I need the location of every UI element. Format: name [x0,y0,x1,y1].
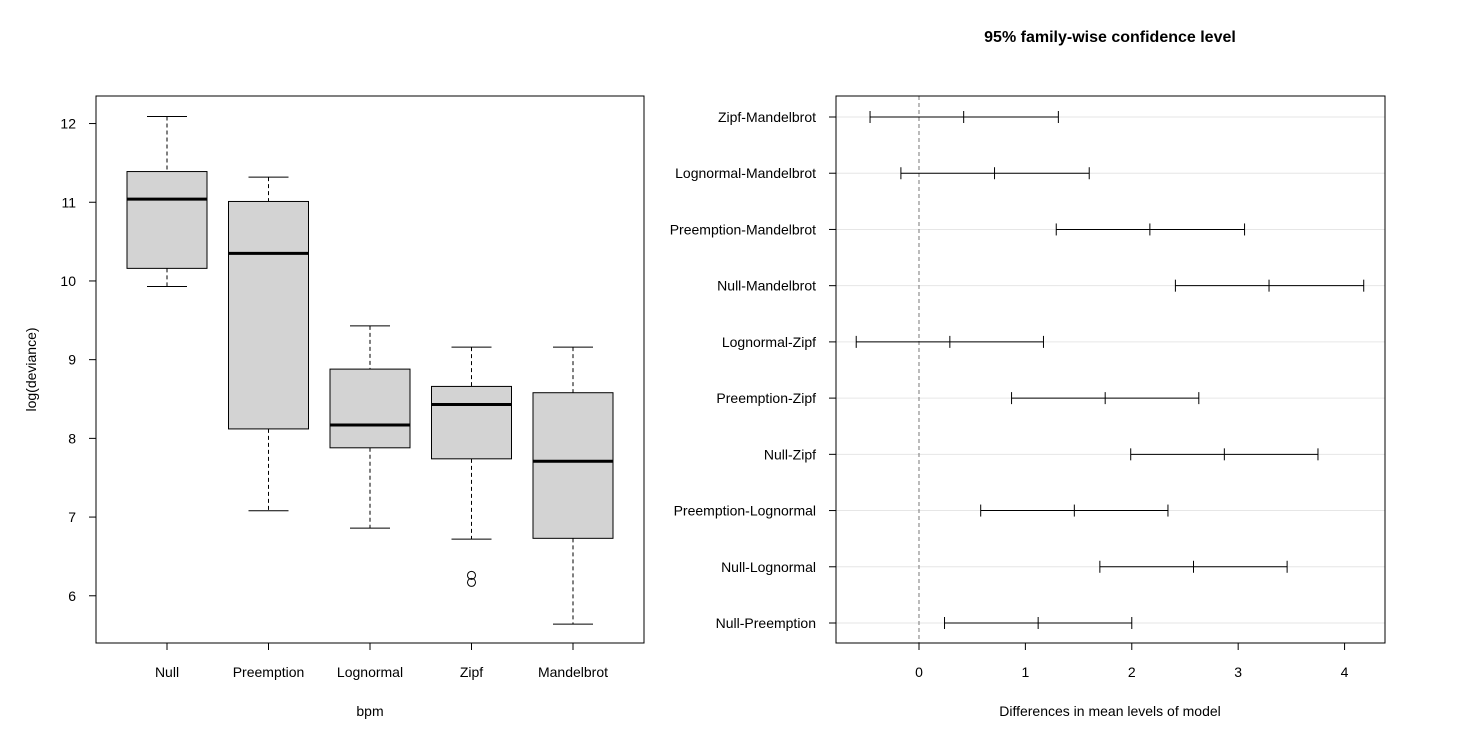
y-tick-label-lognormal-mandelbrot: Lognormal-Mandelbrot [675,165,816,181]
y-tick-label-6: 6 [68,588,76,604]
box-preemption [228,176,309,512]
interval-null-preemption [944,617,1133,629]
confidence-frame [835,95,1386,644]
boxplot-y-axis-title: log(deviance) [23,327,39,411]
outlier-point-zipf-0 [467,577,476,587]
y-tick-label-lognormal-zipf: Lognormal-Zipf [722,334,816,350]
box-iqr-mandelbrot [532,392,614,539]
box-mandelbrot [532,346,614,625]
boxplot-y-axis: 6 7 8 9 10 11 12 [60,116,96,604]
box-iqr-zipf [431,385,512,460]
interval-null-mandelbrot [1174,279,1365,292]
confidence-x-axis: 0 1 2 3 4 [915,642,1349,680]
interval-preemption-lognormal [980,504,1169,517]
y-tick-label-zipf-mandelbrot: Zipf-Mandelbrot [718,109,816,125]
boxplot-boxes [126,115,614,625]
x-tick-label-3: 3 [1234,664,1242,680]
box-zipf [431,346,512,587]
y-tick-label-8: 8 [68,430,76,446]
interval-lognormal-mandelbrot [900,167,1090,180]
y-tick-label-preemption-mandelbrot: Preemption-Mandelbrot [670,221,816,237]
interval-preemption-mandelbrot [1055,223,1246,236]
boxplot-panel: 6 7 8 9 10 11 12 Null Preemption Lognormal Zipf Ma… [23,95,645,719]
y-tick-label-null-zipf: Null-Zipf [764,446,816,462]
interval-zipf-mandelbrot [869,111,1059,123]
y-tick-label-11: 11 [61,194,76,210]
confidence-intervals [855,111,1365,629]
x-tick-label-0: 0 [915,664,923,680]
outlier-point-zipf-1 [467,570,476,580]
y-tick-label-12: 12 [60,116,76,132]
x-tick-label-2: 2 [1128,664,1136,680]
x-tick-label-zipf: Zipf [460,664,483,680]
confidence-grid [836,116,1385,624]
box-iqr-null [126,171,208,269]
boxplot-x-axis: Null Preemption Lognormal Zipf Mandelbrot [155,642,608,680]
confidence-x-axis-title: Differences in mean levels of model [999,703,1221,719]
y-tick-label-10: 10 [60,273,76,289]
x-tick-label-null: Null [155,664,179,680]
y-tick-label-preemption-lognormal: Preemption-Lognormal [674,503,816,519]
y-tick-label-7: 7 [68,509,76,525]
confidence-plot-title: 95% family-wise confidence level [984,29,1236,46]
boxplot-x-axis-title: bpm [356,703,383,719]
y-tick-label-null-lognormal: Null-Lognormal [721,559,816,575]
interval-null-lognormal [1099,560,1288,573]
box-iqr-preemption [228,200,309,430]
x-tick-label-preemption: Preemption [233,664,305,680]
y-tick-label-null-mandelbrot: Null-Mandelbrot [717,278,816,294]
y-tick-label-9: 9 [68,352,76,368]
x-tick-label-1: 1 [1021,664,1029,680]
box-null [126,115,208,287]
y-tick-label-null-preemption: Null-Preemption [716,615,816,631]
box-lognormal [329,325,411,529]
interval-null-zipf [1130,448,1319,461]
x-tick-label-lognormal: Lognormal [337,664,403,680]
interval-preemption-zipf [1011,392,1200,405]
interval-lognormal-zipf [855,335,1044,348]
y-tick-label-preemption-zipf: Preemption-Zipf [716,390,816,406]
x-tick-label-4: 4 [1341,664,1349,680]
confidence-y-axis: Zipf-Mandelbrot Lognormal-Mandelbrot Preem… [670,109,836,631]
x-tick-label-mandelbrot: Mandelbrot [538,664,608,680]
box-iqr-lognormal [329,368,411,449]
confidence-interval-panel: 95% family-wise confidence level Zipf-Ma… [670,29,1386,719]
